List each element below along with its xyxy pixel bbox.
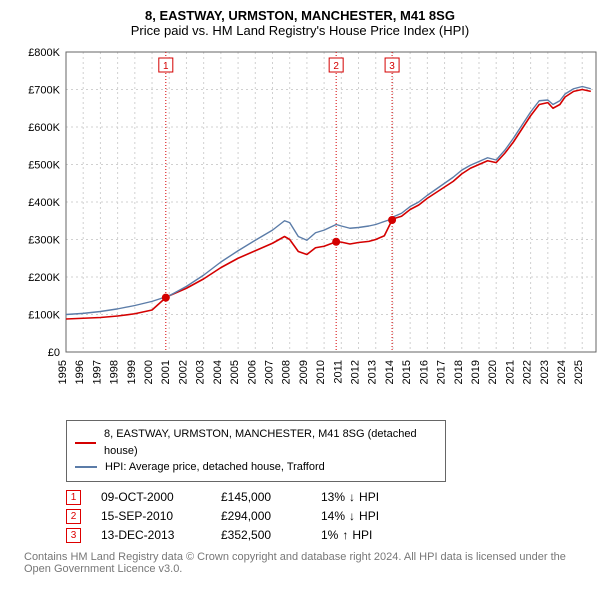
arrow-down-icon: ↓ (349, 509, 355, 523)
svg-text:2022: 2022 (522, 360, 534, 384)
table-row: 1 09-OCT-2000 £145,000 13% ↓ HPI (66, 490, 588, 505)
svg-text:2002: 2002 (177, 360, 189, 384)
svg-text:2017: 2017 (436, 360, 448, 384)
legend-swatch (75, 442, 96, 444)
svg-text:2010: 2010 (315, 360, 327, 384)
arrow-down-icon: ↓ (349, 490, 355, 504)
event-marker-badge: 1 (66, 490, 81, 505)
svg-text:2006: 2006 (246, 360, 258, 384)
svg-text:1998: 1998 (109, 360, 121, 384)
svg-text:£0: £0 (48, 347, 60, 359)
legend-row: 8, EASTWAY, URMSTON, MANCHESTER, M41 8SG… (75, 426, 437, 459)
svg-text:2012: 2012 (350, 360, 362, 384)
svg-text:2023: 2023 (539, 360, 551, 384)
chart-titles: 8, EASTWAY, URMSTON, MANCHESTER, M41 8SG… (12, 8, 588, 38)
sale-date: 09-OCT-2000 (101, 490, 201, 504)
arrow-up-icon: ↑ (342, 528, 348, 542)
svg-text:2003: 2003 (195, 360, 207, 384)
svg-text:2024: 2024 (556, 360, 568, 384)
svg-text:2001: 2001 (160, 360, 172, 384)
svg-text:1996: 1996 (74, 360, 86, 384)
svg-text:£500K: £500K (28, 160, 60, 172)
svg-text:1: 1 (163, 61, 169, 72)
sale-price: £145,000 (221, 490, 301, 504)
sales-table: 1 09-OCT-2000 £145,000 13% ↓ HPI 2 15-SE… (66, 490, 588, 543)
svg-text:£200K: £200K (28, 272, 60, 284)
event-marker-badge: 2 (66, 509, 81, 524)
svg-text:2014: 2014 (384, 360, 396, 384)
svg-text:2009: 2009 (298, 360, 310, 384)
legend-label: 8, EASTWAY, URMSTON, MANCHESTER, M41 8SG… (104, 426, 437, 459)
svg-text:1997: 1997 (91, 360, 103, 384)
title-line-1: 8, EASTWAY, URMSTON, MANCHESTER, M41 8SG (12, 8, 588, 23)
event-marker-badge: 3 (66, 528, 81, 543)
title-line-2: Price paid vs. HM Land Registry's House … (12, 23, 588, 38)
legend-row: HPI: Average price, detached house, Traf… (75, 459, 437, 476)
sale-date: 15-SEP-2010 (101, 509, 201, 523)
svg-text:2021: 2021 (504, 360, 516, 384)
svg-text:2004: 2004 (212, 360, 224, 384)
svg-text:£400K: £400K (28, 197, 60, 209)
svg-text:2015: 2015 (401, 360, 413, 384)
svg-text:1999: 1999 (126, 360, 138, 384)
sale-price: £352,500 (221, 528, 301, 542)
sale-price: £294,000 (221, 509, 301, 523)
sale-date: 13-DEC-2013 (101, 528, 201, 542)
svg-text:2007: 2007 (263, 360, 275, 384)
chart-area: £0 £100K £200K £300K £400K £500K £600K £700K £80… (12, 44, 588, 414)
svg-text:2000: 2000 (143, 360, 155, 384)
svg-text:2016: 2016 (418, 360, 430, 384)
svg-text:£300K: £300K (28, 235, 60, 247)
svg-text:2011: 2011 (332, 360, 344, 384)
svg-text:2019: 2019 (470, 360, 482, 384)
svg-text:£100K: £100K (28, 310, 60, 322)
table-row: 2 15-SEP-2010 £294,000 14% ↓ HPI (66, 509, 588, 524)
svg-text:1995: 1995 (57, 360, 69, 384)
svg-text:2005: 2005 (229, 360, 241, 384)
svg-text:3: 3 (389, 61, 395, 72)
legend-swatch (75, 466, 97, 468)
svg-text:£700K: £700K (28, 85, 60, 97)
line-chart: £0 £100K £200K £300K £400K £500K £600K £700K £80… (12, 44, 600, 414)
svg-text:2018: 2018 (453, 360, 465, 384)
legend: 8, EASTWAY, URMSTON, MANCHESTER, M41 8SG… (66, 420, 446, 482)
footnote: Contains HM Land Registry data © Crown c… (24, 551, 588, 575)
svg-text:2008: 2008 (281, 360, 293, 384)
sale-diff: 13% ↓ HPI (321, 490, 379, 504)
sale-diff: 14% ↓ HPI (321, 509, 379, 523)
table-row: 3 13-DEC-2013 £352,500 1% ↑ HPI (66, 528, 588, 543)
svg-text:2013: 2013 (367, 360, 379, 384)
legend-label: HPI: Average price, detached house, Traf… (105, 459, 325, 476)
svg-text:£800K: £800K (28, 47, 60, 59)
svg-text:2: 2 (333, 61, 339, 72)
svg-text:£600K: £600K (28, 122, 60, 134)
svg-text:2020: 2020 (487, 360, 499, 384)
svg-text:2025: 2025 (573, 360, 585, 384)
sale-diff: 1% ↑ HPI (321, 528, 372, 542)
